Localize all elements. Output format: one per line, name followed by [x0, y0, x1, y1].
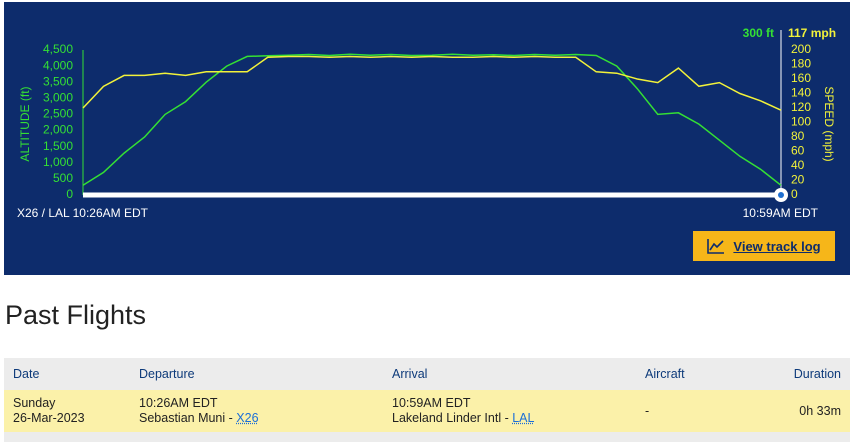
aircraft: - — [636, 390, 737, 432]
date: 26-Mar-2023 — [13, 411, 85, 425]
arrival-time: 10:59AM EDT — [743, 206, 819, 220]
progress-marker-center — [778, 192, 784, 198]
section-title: Past Flights — [5, 300, 147, 330]
y2-tick-label: 160 — [791, 71, 811, 85]
y2-tick-label: 180 — [791, 57, 811, 71]
y-tick-label: 1,000 — [43, 155, 73, 169]
view-track-log-button[interactable]: View track log — [693, 231, 835, 261]
series-line — [82, 55, 782, 111]
panel-background — [4, 2, 850, 275]
plot: 0 500 1,000 1,500 2,000 2,500 3,000 3,500 4,000 4… — [43, 42, 811, 201]
y2-tick-label: 80 — [791, 129, 805, 143]
y-tick-label: 0 — [66, 187, 73, 201]
departure-code-link[interactable]: X26 — [236, 411, 259, 425]
flight-row[interactable]: Sunday 26-Mar-2023 10:26AM EDT Sebastian M… — [4, 390, 850, 432]
arrival-airport: Lakeland Linder Intl - — [392, 411, 509, 425]
y2-tick-label: 140 — [791, 86, 811, 100]
y-tick-label: 500 — [53, 171, 73, 185]
header-row: Date Departure Arrival Aircraft Duration — [4, 358, 850, 390]
next-row — [4, 432, 850, 442]
y2-tick-label: 20 — [791, 173, 805, 187]
y2-tick-label: 120 — [791, 100, 811, 114]
header-cell: Departure — [130, 358, 383, 390]
current-altitude: 300 ft — [743, 26, 774, 40]
current-speed: 117 mph — [788, 26, 836, 40]
y2-tick-label: 60 — [791, 144, 805, 158]
y-tick-label: 4,500 — [43, 42, 73, 56]
y2-axis-label: SPEED (mph) — [822, 86, 836, 161]
header-cell: Aircraft — [636, 358, 737, 390]
y-tick-label: 2,000 — [43, 123, 73, 137]
past-flights-table: Date Departure Arrival Aircraft Duration… — [4, 358, 850, 442]
departure-time: 10:26AM EDT — [139, 396, 218, 410]
y-axis-label: ALTITUDE (ft) — [18, 86, 32, 161]
y2-tick-label: 0 — [791, 187, 798, 201]
y-tick-label: 3,000 — [43, 91, 73, 105]
header-cell: Duration — [736, 358, 850, 390]
y-tick-label: 2,500 — [43, 107, 73, 121]
origin-time: X26 / LAL 10:26AM EDT — [17, 206, 149, 220]
header-cell: Arrival — [383, 358, 636, 390]
flight-chart-panel: 300 ft 117 mph ALTITUDE (ft) SPEED (mph)… — [4, 2, 850, 275]
y2-tick-label: 100 — [791, 115, 811, 129]
header-cell: Date — [4, 358, 130, 390]
series-line — [82, 53, 782, 186]
y-tick-label: 3,500 — [43, 74, 73, 88]
arrival-time: 10:59AM EDT — [392, 396, 471, 410]
chart-icon — [707, 239, 725, 254]
y2-tick-label: 200 — [791, 42, 811, 56]
day: Sunday — [13, 396, 56, 410]
duration: 0h 33m — [736, 390, 850, 432]
button-label: View track log — [733, 238, 821, 254]
departure-airport: Sebastian Muni - — [139, 411, 233, 425]
y2-tick-label: 40 — [791, 158, 805, 172]
y-tick-label: 1,500 — [43, 139, 73, 153]
y-tick-label: 4,000 — [43, 58, 73, 72]
arrival-code-link[interactable]: LAL — [512, 411, 535, 425]
